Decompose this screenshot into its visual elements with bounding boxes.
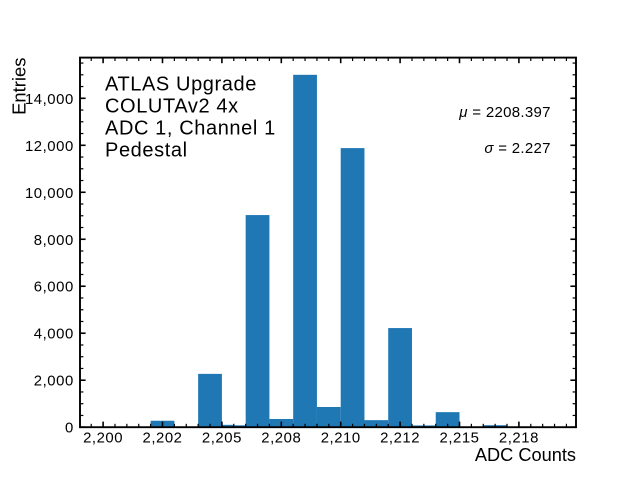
svg-text:12,000: 12,000 (25, 139, 74, 155)
svg-text:6,000: 6,000 (34, 280, 74, 296)
svg-text:σ = 2.227: σ = 2.227 (484, 140, 550, 157)
svg-text:COLUTAv2 4x: COLUTAv2 4x (105, 96, 239, 118)
svg-text:4,000: 4,000 (34, 327, 74, 343)
svg-text:Pedestal: Pedestal (105, 140, 188, 162)
svg-text:2,202: 2,202 (142, 430, 182, 446)
svg-text:2,200: 2,200 (83, 430, 123, 446)
svg-text:14,000: 14,000 (25, 92, 74, 108)
svg-text:ATLAS Upgrade: ATLAS Upgrade (105, 73, 257, 95)
svg-text:8,000: 8,000 (34, 233, 74, 249)
svg-text:2,212: 2,212 (380, 430, 420, 446)
svg-text:2,215: 2,215 (439, 430, 479, 446)
svg-text:2,210: 2,210 (321, 430, 361, 446)
svg-text:0: 0 (65, 421, 74, 437)
svg-text:2,000: 2,000 (34, 374, 74, 390)
svg-text:ADC Counts: ADC Counts (475, 445, 576, 465)
svg-text:2,205: 2,205 (202, 430, 242, 446)
svg-text:2,218: 2,218 (499, 430, 539, 446)
svg-text:2,208: 2,208 (261, 430, 301, 446)
svg-text:μ = 2208.397: μ = 2208.397 (458, 104, 551, 121)
svg-text:Entries: Entries (9, 58, 29, 115)
svg-text:10,000: 10,000 (25, 186, 74, 202)
svg-text:ADC 1, Channel 1: ADC 1, Channel 1 (105, 118, 276, 140)
